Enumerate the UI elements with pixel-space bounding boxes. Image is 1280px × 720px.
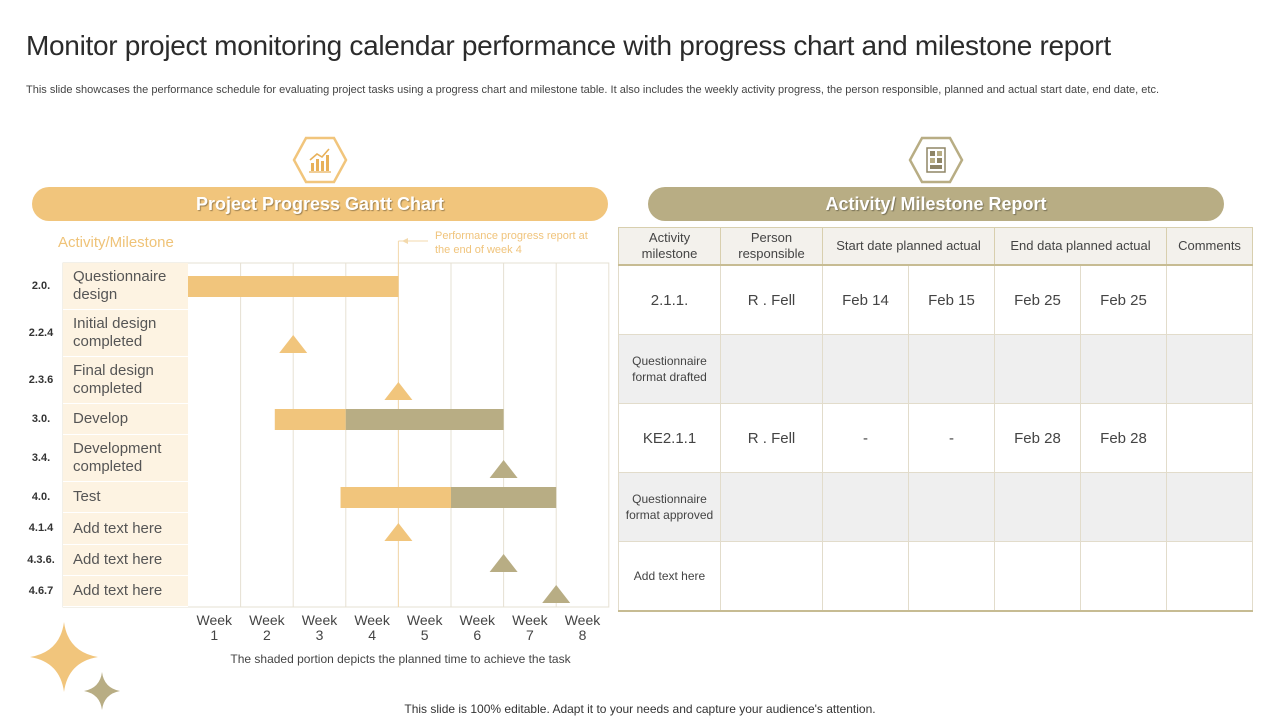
- gantt-row-id: 4.1.4: [28, 522, 54, 534]
- footer-note: This slide is 100% editable. Adapt it to…: [404, 702, 876, 716]
- table-cell: [1079, 334, 1168, 404]
- table-cell: [720, 541, 823, 612]
- week-tick-label: Week 7: [512, 612, 548, 643]
- sparkle-star-icon: [30, 622, 120, 710]
- gantt-row-label: Initial design completed: [63, 310, 188, 357]
- table-cell: [1079, 541, 1168, 612]
- gantt-row-label: Questionnaire design: [63, 263, 188, 310]
- week-tick-label: Week 6: [459, 612, 496, 643]
- gantt-row-label: Add text here: [63, 545, 188, 576]
- gantt-row-id: 3.4.: [31, 451, 51, 464]
- table-cell: R . Fell: [720, 264, 823, 335]
- table-row: 2.1.1. R . Fell Feb 14 Feb 15 Feb 25 Feb…: [618, 264, 1254, 335]
- gantt-actual-bar: [451, 487, 557, 508]
- table-row: Questionnaire format drafted: [618, 334, 1254, 404]
- gantt-row-label: Final design completed: [63, 357, 188, 404]
- milestone-report-table: Activity milestone Person responsible St…: [618, 227, 1254, 612]
- gantt-planned-bar: [188, 276, 399, 297]
- table-row: Questionnaire format approved: [618, 472, 1254, 542]
- page-title: Monitor project monitoring calendar perf…: [26, 30, 1111, 61]
- table-cell: Questionnaire format approved: [618, 472, 721, 542]
- table-cell: Feb 28: [994, 403, 1081, 473]
- growth-chart-icon: [292, 136, 348, 184]
- week-tick-label: Week 2: [249, 612, 285, 643]
- gantt-planned-bar: [340, 487, 451, 508]
- col-end-date: End data planned actual: [993, 227, 1168, 266]
- table-cell: R . Fell: [720, 403, 823, 473]
- table-cell: [822, 334, 909, 404]
- table-cell: [908, 472, 995, 542]
- col-comments: Comments: [1166, 227, 1254, 266]
- gantt-row-label: Add text here: [63, 513, 188, 545]
- week-tick-label: Week 8: [564, 612, 601, 643]
- gantt-milestone-marker: [384, 523, 413, 541]
- milestone-report-header: Activity/ Milestone Report: [648, 187, 1224, 221]
- gantt-row-label: Develop: [63, 404, 188, 435]
- table-cell: -: [822, 403, 909, 473]
- table-cell: Feb 14: [822, 264, 909, 335]
- table-cell: [1079, 472, 1168, 542]
- table-cell: [1166, 472, 1254, 542]
- report-grid-icon: [908, 136, 964, 184]
- chart-note: The shaded portion depicts the planned t…: [230, 652, 571, 666]
- table-cell: -: [908, 403, 995, 473]
- activity-heading: Activity/Milestone: [58, 234, 174, 251]
- table-row: Add text here: [618, 541, 1254, 612]
- col-start-date: Start date planned actual: [822, 227, 995, 266]
- table-cell: Add text here: [618, 541, 721, 612]
- gantt-milestone-marker: [384, 382, 413, 400]
- table-cell: [994, 334, 1081, 404]
- table-cell: [1166, 264, 1254, 335]
- week-tick-label: Week 4: [354, 612, 390, 643]
- gantt-row-label: Development completed: [63, 435, 188, 482]
- col-person-responsible: Person responsible: [720, 227, 823, 266]
- gantt-chart-header: Project Progress Gantt Chart: [32, 187, 608, 221]
- gantt-row-id: 2.2.4: [28, 326, 54, 339]
- gantt-row-id: 4.6.7: [28, 584, 54, 597]
- gantt-row-id: 2.3.6: [28, 373, 54, 386]
- gantt-planned-bar: [274, 409, 346, 430]
- table-cell: KE2.1.1: [618, 403, 721, 473]
- gantt-row-label: Add text here: [63, 576, 188, 607]
- table-row: KE2.1.1 R . Fell - - Feb 28 Feb 28: [618, 403, 1254, 473]
- table-cell: [1166, 403, 1254, 473]
- week-tick-label: Week 1: [196, 612, 233, 643]
- table-cell: [822, 541, 909, 612]
- gantt-milestone-marker: [279, 335, 308, 353]
- gantt-milestone-marker: [489, 460, 518, 478]
- table-cell: [994, 472, 1081, 542]
- gantt-row-id: 3.0.: [31, 412, 51, 425]
- gantt-row-id: 2.0.: [31, 279, 51, 292]
- week-tick-label: Week 3: [301, 612, 338, 643]
- table-cell: Feb 25: [1079, 264, 1168, 335]
- table-cell: Feb 15: [908, 264, 995, 335]
- table-cell: [994, 541, 1081, 612]
- table-cell: 2.1.1.: [618, 264, 721, 335]
- col-activity-milestone: Activity milestone: [618, 227, 721, 266]
- table-cell: [908, 541, 995, 612]
- gantt-actual-bar: [345, 409, 504, 430]
- gantt-milestone-marker: [489, 554, 518, 572]
- gantt-row-label: Test: [63, 482, 188, 513]
- table-cell: [822, 472, 909, 542]
- gantt-row-id: 4.0.: [31, 490, 51, 503]
- progress-annotation: Performance progress report at the end o…: [435, 230, 588, 256]
- table-cell: [1166, 541, 1254, 612]
- gantt-row-id: 4.3.6.: [27, 553, 55, 566]
- table-cell: [908, 334, 995, 404]
- table-cell: [720, 334, 823, 404]
- progress-marker-arrow: [402, 238, 408, 244]
- table-cell: Feb 25: [994, 264, 1081, 335]
- table-cell: [1166, 334, 1254, 404]
- table-cell: Feb 28: [1079, 403, 1168, 473]
- page-subtitle: This slide showcases the performance sch…: [26, 84, 1160, 96]
- gantt-milestone-marker: [542, 585, 571, 603]
- table-header-row: Activity milestone Person responsible St…: [618, 227, 1254, 266]
- table-cell: Questionnaire format drafted: [618, 334, 721, 404]
- table-cell: [720, 472, 823, 542]
- week-tick-label: Week 5: [406, 612, 443, 643]
